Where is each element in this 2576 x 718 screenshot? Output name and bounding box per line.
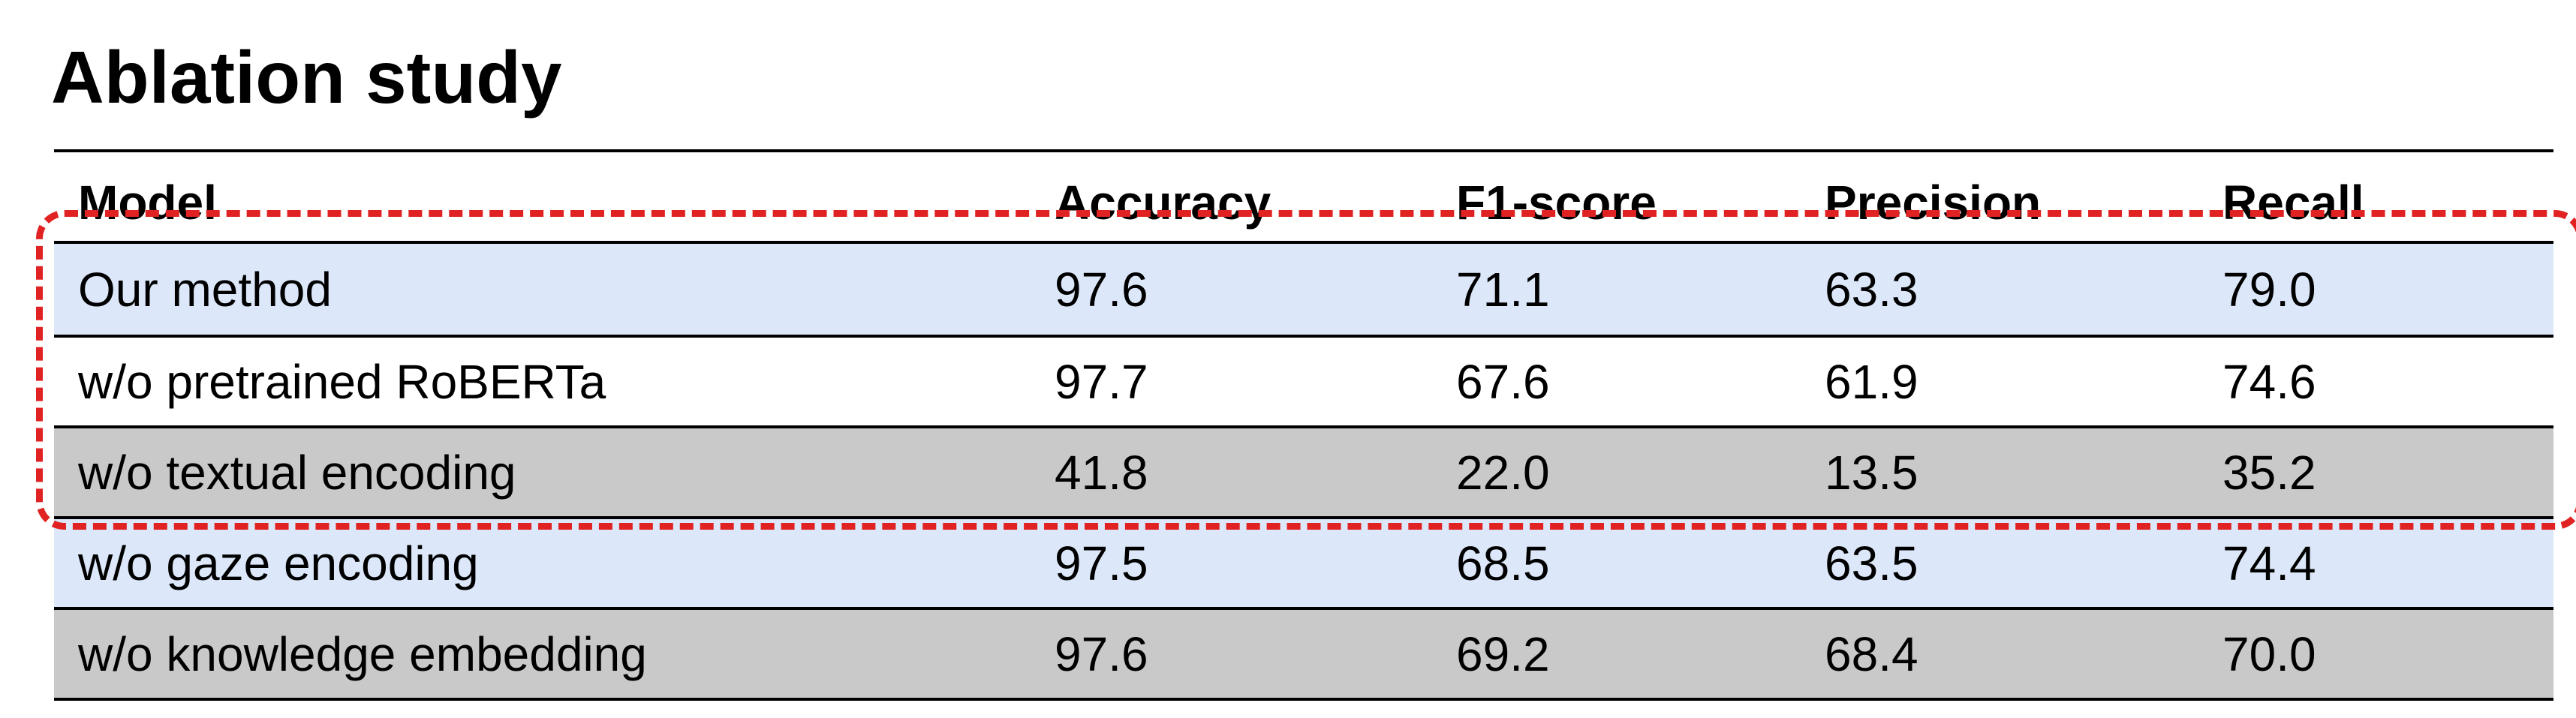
table-row: w/o gaze encoding 97.5 68.5 63.5 74.4 [54, 516, 2553, 607]
cell-accuracy: 97.6 [1055, 262, 1148, 317]
cell-accuracy: 97.7 [1055, 354, 1148, 409]
header-recall: Recall [2222, 176, 2364, 230]
cell-recall: 35.2 [2222, 445, 2316, 500]
ablation-table: Model Accuracy F1-score Precision Recall… [54, 149, 2553, 701]
cell-model: w/o pretrained RoBERTa [78, 354, 606, 409]
cell-model: w/o textual encoding [78, 445, 516, 500]
page-title: Ablation study [51, 36, 562, 119]
cell-f1-score: 71.1 [1456, 262, 1550, 317]
header-model: Model [78, 176, 217, 230]
cell-f1-score: 68.5 [1456, 536, 1550, 590]
cell-precision: 63.5 [1825, 536, 1918, 590]
cell-recall: 70.0 [2222, 626, 2316, 681]
header-accuracy: Accuracy [1055, 176, 1271, 230]
table-row: w/o textual encoding 41.8 22.0 13.5 35.2 [54, 425, 2553, 516]
cell-accuracy: 97.6 [1055, 626, 1148, 681]
cell-recall: 74.6 [2222, 354, 2316, 409]
table-row: w/o pretrained RoBERTa 97.7 67.6 61.9 74… [54, 335, 2553, 425]
table-row: w/o knowledge embedding 97.6 69.2 68.4 7… [54, 607, 2553, 698]
cell-accuracy: 41.8 [1055, 445, 1148, 500]
cell-precision: 68.4 [1825, 626, 1918, 681]
cell-f1-score: 69.2 [1456, 626, 1550, 681]
table-row: Our method 97.6 71.1 63.3 79.0 [54, 244, 2553, 335]
cell-precision: 61.9 [1825, 354, 1918, 409]
header-f1-score: F1-score [1456, 176, 1657, 230]
cell-model: w/o knowledge embedding [78, 626, 647, 681]
cell-precision: 13.5 [1825, 445, 1918, 500]
cell-recall: 74.4 [2222, 536, 2316, 590]
cell-f1-score: 22.0 [1456, 445, 1550, 500]
cell-model: Our method [78, 262, 332, 317]
cell-recall: 79.0 [2222, 262, 2316, 317]
cell-model: w/o gaze encoding [78, 536, 479, 590]
cell-precision: 63.3 [1825, 262, 1918, 317]
header-precision: Precision [1825, 176, 2042, 230]
cell-accuracy: 97.5 [1055, 536, 1148, 590]
table-header-row: Model Accuracy F1-score Precision Recall [54, 152, 2553, 244]
cell-f1-score: 67.6 [1456, 354, 1550, 409]
